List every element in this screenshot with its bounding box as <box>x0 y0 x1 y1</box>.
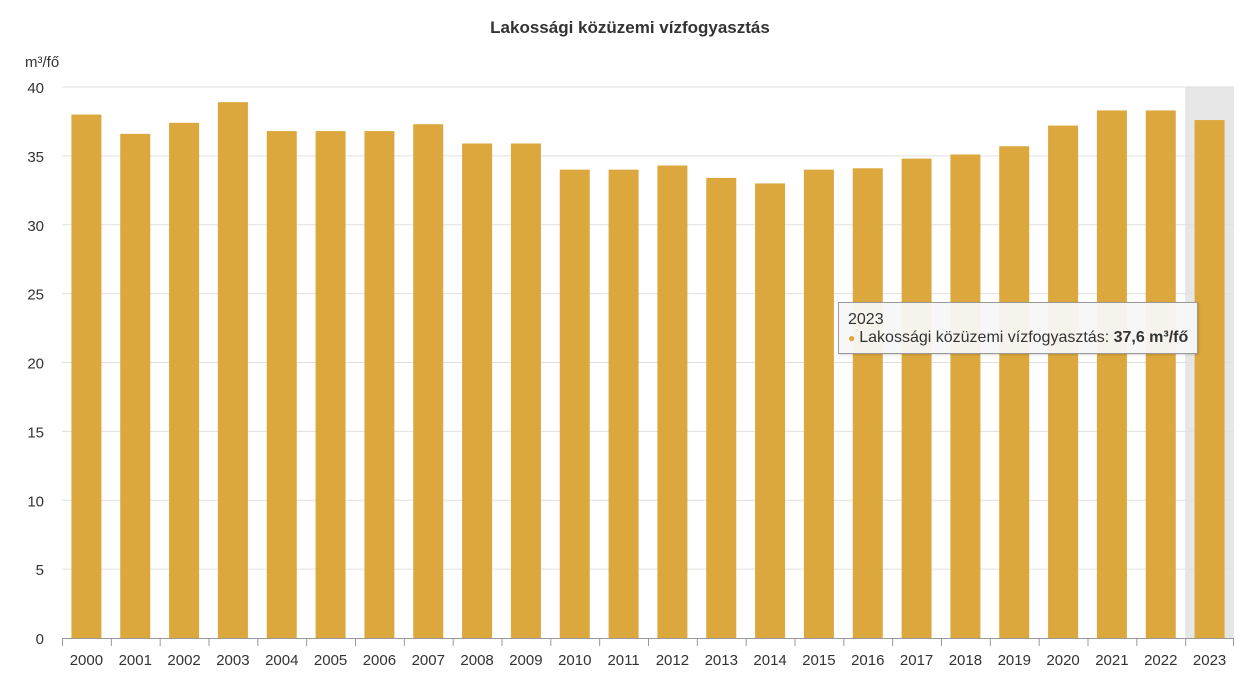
bar-2014 <box>755 183 786 639</box>
x-tick-label: 2002 <box>167 652 200 669</box>
x-tick-label: 2019 <box>998 652 1031 669</box>
bar-2002 <box>169 122 200 638</box>
y-tick-label: 25 <box>27 287 44 304</box>
bar-2005 <box>315 131 346 638</box>
tooltip: 2023 ● Lakossági közüzemi vízfogyasztás: … <box>838 302 1199 354</box>
x-tick-label: 2007 <box>412 652 445 669</box>
bar-2015 <box>803 169 834 638</box>
bar-2017 <box>901 158 932 638</box>
x-tick-label: 2015 <box>802 652 835 669</box>
bar-2011 <box>608 169 639 638</box>
y-tick-label: 20 <box>27 356 44 373</box>
y-tick-label: 35 <box>27 149 44 166</box>
y-tick-label: 10 <box>27 493 44 510</box>
x-tick-label: 2005 <box>314 652 347 669</box>
bar-2010 <box>559 169 590 638</box>
x-tick-label: 2003 <box>216 652 249 669</box>
bar-2006 <box>364 131 395 638</box>
bar-2019 <box>999 146 1030 639</box>
x-tick-label: 2001 <box>119 652 152 669</box>
x-tick-label: 2000 <box>70 652 103 669</box>
y-tick-label: 5 <box>36 562 44 579</box>
x-tick-label: 2017 <box>900 652 933 669</box>
tooltip-series-label: Lakossági közüzemi vízfogyasztás: <box>859 329 1110 346</box>
y-tick-label: 0 <box>36 631 44 648</box>
bar-2012 <box>657 165 688 638</box>
y-tick-label: 15 <box>27 424 44 441</box>
chart-title: Lakossági közüzemi vízfogyasztás <box>490 18 770 37</box>
x-tick-label: 2012 <box>656 652 689 669</box>
bar-2018 <box>950 154 981 638</box>
tooltip-row: ● Lakossági közüzemi vízfogyasztás: 37,6 … <box>848 329 1188 347</box>
x-tick-label: 2023 <box>1193 652 1226 669</box>
x-tick-label: 2021 <box>1095 652 1128 669</box>
x-tick-label: 2006 <box>363 652 396 669</box>
bar-2001 <box>120 133 151 638</box>
bar-2007 <box>413 124 444 638</box>
bar-2009 <box>510 143 541 639</box>
bar-2020 <box>1048 125 1079 638</box>
x-tick-label: 2020 <box>1046 652 1079 669</box>
bar-2004 <box>266 131 297 638</box>
tooltip-category: 2023 <box>848 311 884 328</box>
x-tick-label: 2013 <box>705 652 738 669</box>
x-tick-label: 2009 <box>509 652 542 669</box>
bar-2008 <box>462 143 493 639</box>
bar-2022 <box>1145 110 1176 639</box>
series-dot-icon: ● <box>848 331 856 345</box>
bar-2013 <box>706 177 737 639</box>
bar-2023 <box>1194 120 1225 638</box>
bar-2003 <box>217 102 248 639</box>
x-tick-label: 2016 <box>851 652 884 669</box>
bar-2000 <box>71 114 102 639</box>
bar-2021 <box>1096 110 1127 639</box>
y-tick-label: 30 <box>27 218 44 235</box>
x-tick-label: 2014 <box>753 652 786 669</box>
x-tick-label: 2018 <box>949 652 982 669</box>
y-tick-label: 40 <box>27 80 44 97</box>
y-axis-label: m³/fő <box>25 54 59 71</box>
bar-2016 <box>852 168 883 638</box>
tooltip-value: 37,6 m³/fő <box>1113 329 1189 346</box>
x-tick-label: 2022 <box>1144 652 1177 669</box>
x-tick-label: 2010 <box>558 652 591 669</box>
x-tick-label: 2011 <box>607 652 639 669</box>
x-tick-label: 2008 <box>460 652 493 669</box>
x-tick-label: 2004 <box>265 652 298 669</box>
